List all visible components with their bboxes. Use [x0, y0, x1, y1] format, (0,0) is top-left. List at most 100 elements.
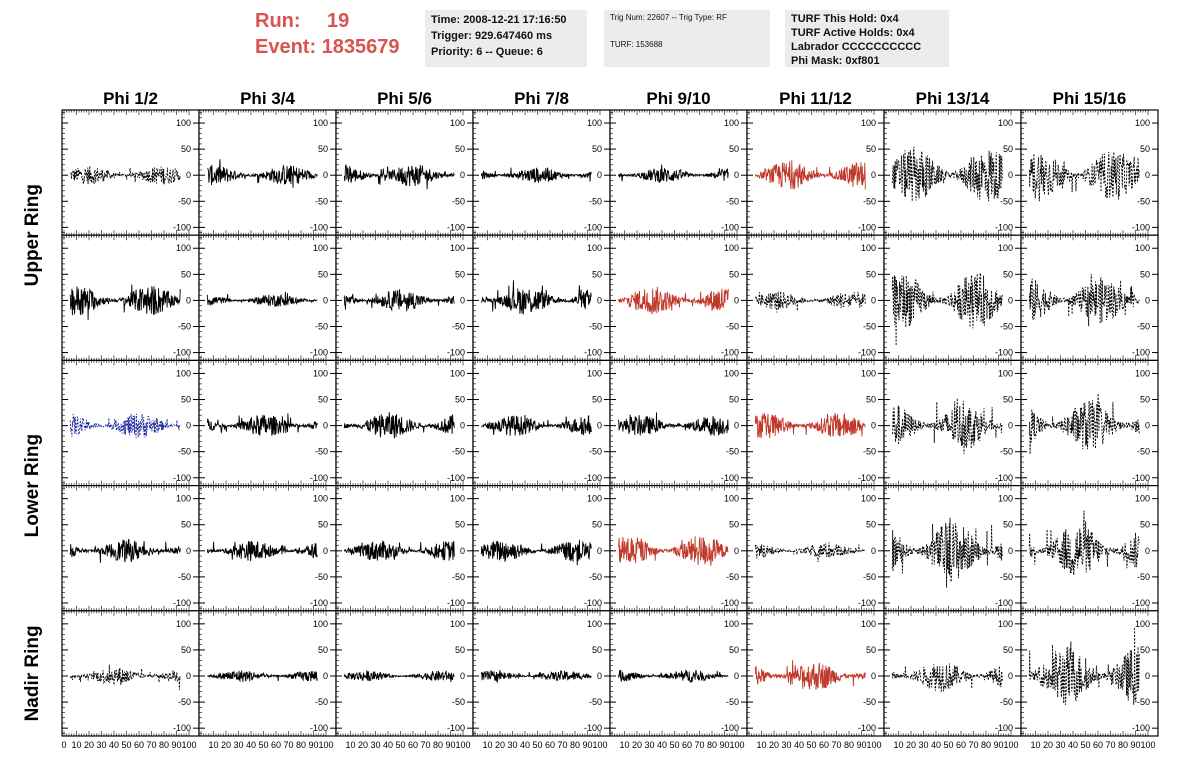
column-title-3: Phi 5/6: [377, 89, 432, 108]
y-tick-label: 0: [1145, 170, 1150, 180]
y-tick-label: -100: [858, 598, 876, 608]
y-tick-label: -50: [1137, 447, 1150, 457]
y-tick-label: -50: [452, 321, 465, 331]
y-tick-label: 100: [724, 368, 739, 378]
y-tick-label: 50: [181, 144, 191, 154]
y-tick-label: 0: [186, 170, 191, 180]
turf-hold-text: TURF This Hold: 0x4: [791, 13, 899, 25]
column-title-7: Phi 13/14: [916, 89, 990, 108]
y-tick-label: 100: [450, 368, 465, 378]
y-tick-label: -100: [1132, 348, 1150, 358]
y-tick-label: -100: [1132, 473, 1150, 483]
y-tick-label: -100: [447, 598, 465, 608]
column-title-4: Phi 7/8: [514, 89, 569, 108]
y-tick-label: 100: [587, 494, 602, 504]
turf-box: TURF This Hold: 0x4 TURF Active Holds: 0…: [785, 10, 949, 67]
y-tick-label: 0: [734, 170, 739, 180]
y-tick-label: -50: [1137, 321, 1150, 331]
y-tick-label: -100: [858, 222, 876, 232]
y-tick-label: 50: [592, 395, 602, 405]
y-tick-label: -50: [315, 447, 328, 457]
y-tick-label: -100: [310, 473, 328, 483]
y-tick-label: -50: [589, 321, 602, 331]
y-tick-label: 50: [1003, 144, 1013, 154]
waveform-series: [1028, 393, 1140, 455]
y-tick-label: -100: [858, 473, 876, 483]
labrador-text: Labrador CCCCCCCCCC: [791, 41, 922, 53]
row-title-2: Lower Ring: [22, 434, 43, 537]
y-tick-label: -100: [447, 348, 465, 358]
y-tick-label: -50: [1000, 572, 1013, 582]
y-tick-label: -50: [863, 572, 876, 582]
y-tick-label: -100: [721, 348, 739, 358]
event-label: Event:: [255, 36, 317, 58]
waveform-series: [891, 517, 1003, 588]
y-tick-label: -100: [721, 473, 739, 483]
y-tick-label: 0: [1008, 421, 1013, 431]
panel-frame: [883, 485, 1022, 612]
y-tick-label: -100: [721, 222, 739, 232]
y-tick-label: 0: [597, 546, 602, 556]
y-tick-label: 100: [313, 619, 328, 629]
y-tick-label: -50: [726, 196, 739, 206]
column-title-5: Phi 9/10: [646, 89, 710, 108]
y-tick-label: 50: [729, 395, 739, 405]
y-tick-label: -50: [178, 697, 191, 707]
column-title-6: Phi 11/12: [779, 89, 852, 108]
y-tick-label: 50: [866, 269, 876, 279]
waveform-series: [754, 542, 866, 563]
y-tick-label: 0: [1008, 546, 1013, 556]
y-tick-label: 0: [1145, 546, 1150, 556]
y-tick-label: 50: [729, 520, 739, 530]
y-tick-label: 50: [318, 645, 328, 655]
y-tick-label: -100: [584, 222, 602, 232]
y-tick-label: 100: [313, 118, 328, 128]
y-tick-label: -100: [173, 222, 191, 232]
y-tick-label: -50: [178, 447, 191, 457]
y-tick-label: -100: [995, 598, 1013, 608]
y-tick-label: 0: [597, 421, 602, 431]
y-tick-label: 100: [724, 243, 739, 253]
y-tick-label: 50: [181, 520, 191, 530]
y-tick-label: 0: [1008, 170, 1013, 180]
row-title-3: Nadir Ring: [22, 625, 43, 721]
y-tick-label: 100: [724, 494, 739, 504]
y-tick-label: -50: [315, 697, 328, 707]
waveform-series: [480, 414, 592, 436]
waveform-series: [343, 164, 455, 190]
event-value: 1835679: [321, 36, 400, 58]
y-tick-label: -100: [1132, 598, 1150, 608]
turf-active-text: TURF Active Holds: 0x4: [791, 27, 915, 39]
y-tick-label: -100: [584, 598, 602, 608]
y-tick-label: -50: [178, 321, 191, 331]
y-tick-label: -50: [726, 321, 739, 331]
y-tick-label: 100: [998, 494, 1013, 504]
y-tick-label: 50: [592, 144, 602, 154]
y-tick-label: 100: [587, 243, 602, 253]
waveform-series: [891, 398, 1003, 454]
y-tick-label: 100: [176, 243, 191, 253]
y-tick-label: 0: [323, 170, 328, 180]
y-tick-label: -100: [584, 473, 602, 483]
y-tick-label: 50: [318, 144, 328, 154]
trig-box: Trig Num: 22607 -- Trig Type: RF TURF: 1…: [604, 10, 770, 67]
run-value: 19: [327, 10, 350, 32]
priority-text: Priority: 6 -- Queue: 6: [431, 46, 543, 58]
y-tick-label: 100: [587, 118, 602, 128]
y-tick-label: -50: [589, 447, 602, 457]
panel-frame: [746, 234, 885, 361]
waveform-series: [207, 670, 318, 683]
waveform-series: [206, 291, 318, 307]
y-tick-label: 50: [318, 520, 328, 530]
waveform-series: [69, 284, 181, 321]
waveform-series: [207, 159, 318, 188]
y-tick-label: 0: [460, 671, 465, 681]
y-tick-label: 0: [186, 421, 191, 431]
waveform-series: [754, 412, 866, 439]
waveform-series: [1028, 273, 1140, 327]
waveform-series: [480, 167, 592, 183]
y-tick-label: 0: [323, 671, 328, 681]
y-tick-label: 0: [597, 295, 602, 305]
y-tick-label: 0: [460, 421, 465, 431]
